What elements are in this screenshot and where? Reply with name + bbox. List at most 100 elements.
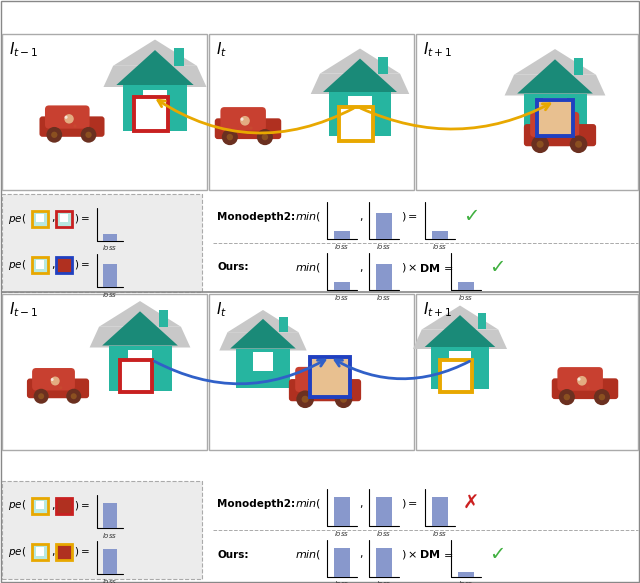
Circle shape [257,129,273,145]
Bar [280,317,287,332]
Text: Ours:: Ours: [217,262,248,272]
Bar [36,501,44,510]
Circle shape [262,134,268,141]
Circle shape [296,391,314,408]
Text: $\bf{DM}$: $\bf{DM}$ [419,262,440,273]
Bar [174,48,184,66]
Text: $) =$: $) =$ [401,497,418,510]
Polygon shape [220,332,307,350]
Text: ,: , [51,213,54,223]
Polygon shape [102,311,178,346]
Polygon shape [514,49,596,75]
Circle shape [536,141,543,147]
Bar [143,90,167,112]
Circle shape [65,114,74,124]
Circle shape [594,389,610,405]
Bar [458,572,474,577]
Bar [253,352,273,371]
Circle shape [317,378,321,381]
Bar [103,549,117,574]
Circle shape [598,394,605,401]
Text: $) =$: $) =$ [74,499,90,512]
Text: $I_{t+1}$: $I_{t+1}$ [423,40,452,59]
Bar [376,549,392,577]
FancyBboxPatch shape [524,124,596,146]
Bar [32,210,48,227]
Bar [333,231,350,238]
Bar [2,34,207,190]
Text: ,: , [51,259,54,269]
Text: $loss$: $loss$ [376,580,392,583]
Text: $pe($: $pe($ [8,212,26,226]
Polygon shape [504,75,605,96]
Bar [543,98,567,120]
Bar [103,503,117,528]
Polygon shape [104,66,207,87]
Circle shape [66,389,81,403]
Text: $) \times$: $) \times$ [401,548,417,561]
Circle shape [60,387,62,389]
Circle shape [227,134,233,141]
Bar [376,213,392,238]
Circle shape [241,118,244,121]
Circle shape [47,127,62,143]
Circle shape [564,394,570,401]
Bar [32,257,48,273]
Polygon shape [90,326,191,347]
Text: Ours:: Ours: [217,550,248,560]
Bar [236,349,291,388]
Circle shape [561,133,565,136]
Circle shape [250,127,253,129]
Text: $) =$: $) =$ [74,212,90,225]
Text: $loss$: $loss$ [458,293,474,301]
Text: ,: , [51,546,54,557]
Text: $) \times$: $) \times$ [401,261,417,274]
FancyArrowPatch shape [360,104,550,129]
Polygon shape [227,310,298,332]
Bar [432,231,448,238]
Text: $loss$: $loss$ [102,290,118,298]
Text: ,: , [51,500,54,511]
Text: $I_{t}$: $I_{t}$ [216,300,227,319]
FancyArrowPatch shape [158,100,353,133]
Bar [440,360,472,392]
Circle shape [240,116,250,125]
Bar [60,213,68,223]
Bar [477,314,486,329]
Bar [109,346,172,391]
Polygon shape [517,59,593,93]
Bar [416,34,638,190]
Polygon shape [311,73,410,94]
Bar [56,210,72,227]
Bar [128,350,152,371]
Text: $\bf{DM}$: $\bf{DM}$ [419,549,440,560]
Text: $I_{t-1}$: $I_{t-1}$ [9,300,38,319]
Text: ,: , [359,498,362,508]
Text: $loss$: $loss$ [102,244,118,252]
Circle shape [81,127,97,143]
Circle shape [65,115,68,119]
FancyBboxPatch shape [27,378,89,398]
Text: $loss$: $loss$ [432,241,448,251]
Circle shape [531,135,549,153]
Bar [209,34,414,190]
Bar [120,360,152,392]
Text: ✓: ✓ [463,207,479,226]
Text: $loss$: $loss$ [376,293,392,301]
Text: $I_{t-1}$: $I_{t-1}$ [9,40,38,59]
Text: $min($: $min($ [295,261,321,274]
Text: $=$: $=$ [441,262,453,272]
Text: $) =$: $) =$ [74,545,90,558]
Circle shape [34,389,49,403]
Bar [134,97,168,131]
Bar [36,547,44,556]
Text: $loss$: $loss$ [376,529,392,538]
FancyBboxPatch shape [530,112,579,137]
Bar [2,194,202,292]
Polygon shape [422,305,498,329]
Circle shape [577,376,587,385]
Text: $loss$: $loss$ [102,577,118,583]
Circle shape [552,123,556,127]
Bar [333,549,350,577]
Bar [348,96,372,118]
